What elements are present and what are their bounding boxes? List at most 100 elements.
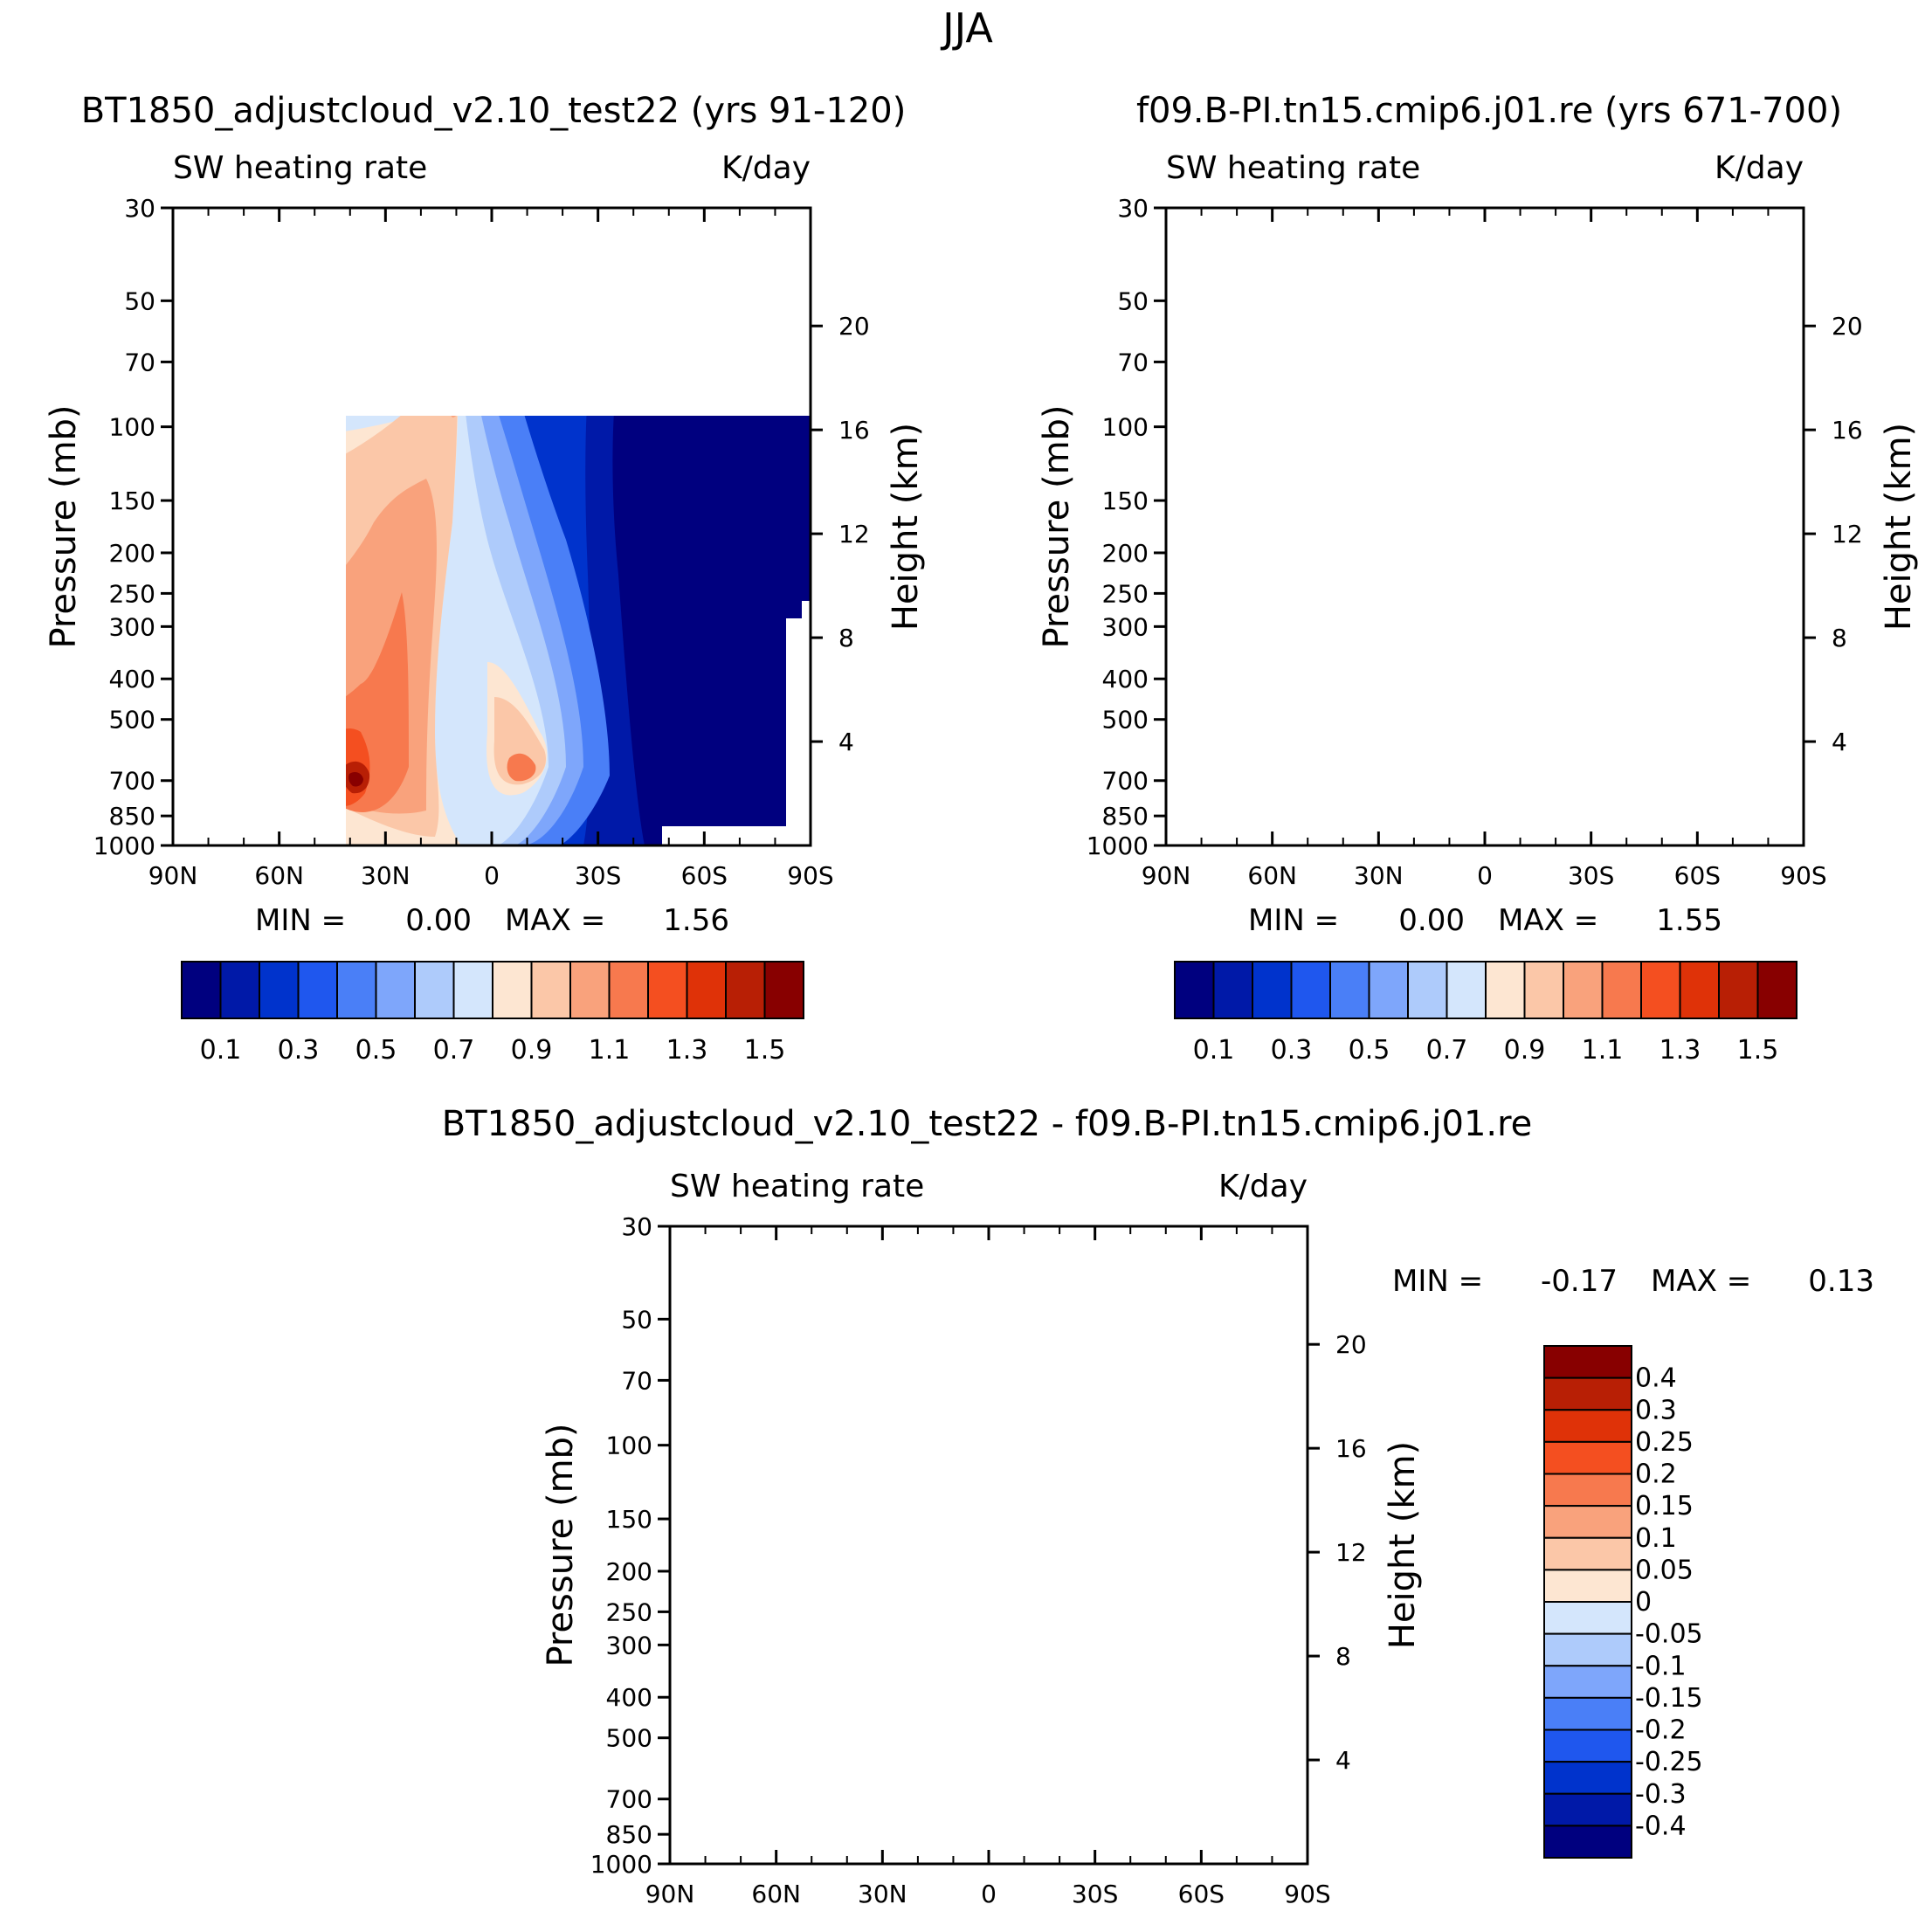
x-tick-label: 0 [484,861,500,890]
field-band-3 [1166,208,1655,279]
y-tick-label: 150 [606,1505,652,1534]
y2-tick-label: 8 [1335,1642,1351,1671]
colorbar-tick-label: 1.3 [1659,1035,1701,1066]
y-tick-label: 30 [621,1212,652,1241]
y2-tick-label: 8 [838,624,854,652]
colorbar-tick-label: 0.15 [1635,1491,1694,1521]
colorbar-swatch [1543,1696,1632,1731]
colorbar-tick-label: 0.25 [1635,1427,1694,1458]
colorbar-swatch [1543,1536,1632,1571]
field-pos-eq [973,1382,1006,1481]
y2-tick-label: 8 [1832,624,1847,652]
y-tick-label: 500 [1102,706,1149,735]
field-band-13-north [242,735,265,762]
y-tick-label: 200 [606,1557,652,1586]
colorbar-swatch [1174,961,1215,1019]
colorbar-tick-label: 0.9 [1504,1035,1546,1066]
panel-left-colorbar: 0.1 0.3 0.5 0.7 0.9 1.1 1.3 1.5 [181,961,804,1066]
field-band-13 [1316,733,1362,806]
y-axis-title: Pressure (mb) [1037,404,1077,648]
colorbar-tick-label: 1.1 [589,1035,631,1066]
field-top-orange-strip [173,220,365,229]
colorbar-swatch [1679,961,1720,1019]
y-tick-label: 700 [606,1785,652,1814]
x-tick-label: 60S [1178,1880,1225,1908]
field-pos-sh-3 [1243,1294,1273,1445]
y-tick-label: 500 [109,706,155,735]
y-tick-label: 700 [109,767,155,796]
colorbar-swatch [725,961,766,1019]
field-band-12-south [1501,758,1529,782]
colorbar-tick-label: 1.5 [1737,1035,1779,1066]
colorbar-swatch [1543,1792,1632,1827]
panel-right-min-label: MIN = [1248,903,1339,938]
y-tick-label: 400 [1102,665,1149,693]
colorbar-tick-label: 0.7 [1426,1035,1468,1066]
figure-title: JJA [940,4,993,52]
colorbar-swatch [1543,1825,1632,1859]
x-tick-label: 30S [575,861,621,890]
y2-tick-label: 16 [1832,416,1863,445]
colorbar-tick-label: 0.2 [1635,1459,1677,1490]
colorbar-swatch [1523,961,1564,1019]
field-band-5 [1166,286,1603,845]
field-neg-core [934,1331,956,1360]
panel-left-field [173,208,811,845]
field-band-11 [1262,487,1430,813]
panel-right-case-title: f09.B-PI.tn15.cmip6.j01.re (yrs 671-700) [1136,91,1842,131]
colorbar-swatch [181,961,222,1019]
field-band-9 [1166,321,1454,845]
field-band-6 [1166,304,1577,845]
field-band-15 [348,772,363,787]
field-masked-corner [1655,601,1804,845]
x-tick-label: 90S [787,861,833,890]
colorbar-tick-label: 0.3 [278,1035,320,1066]
colorbar-swatch [1543,1345,1632,1379]
panel-diff-variable: SW heating rate [670,1169,924,1204]
colorbar-swatch [530,961,571,1019]
field-neg-upper-left [680,1238,762,1286]
colorbar-swatch [259,961,300,1019]
panel-right-units: K/day [1715,150,1804,186]
y-tick-label: 50 [1117,286,1149,315]
y-tick-label: 500 [606,1724,652,1753]
colorbar-frame [181,961,804,1019]
colorbar-tick-label: 0.1 [1635,1523,1677,1554]
field-top-red-strip [173,208,295,220]
colorbar-tick-label: 1.3 [666,1035,708,1066]
colorbar-frame [1174,961,1797,1019]
y-axis-title: Pressure (mb) [44,404,84,648]
panel-right-max-label: MAX = [1498,903,1598,938]
colorbar-swatch [297,961,338,1019]
colorbar-tick-label: 0.9 [511,1035,553,1066]
colorbar-swatch [1543,1728,1632,1763]
field-masked-corner [662,601,811,845]
colorbar-swatch [1543,1665,1632,1699]
field-band-14 [1331,762,1358,793]
panel-left: BT1850_adjustcloud_v2.10_test22 (yrs 91-… [44,91,926,1066]
colorbar-tick-label: -0.1 [1635,1651,1687,1681]
field-band-9-south [1480,662,1540,795]
colorbar-tick-label: -0.25 [1635,1747,1703,1777]
field-pos-dot-1 [840,1764,853,1786]
field-pos-dot-2 [923,1764,936,1786]
y-tick-label: 70 [621,1366,652,1395]
panel-right-field [1166,208,1804,845]
y-tick-label: 850 [606,1820,652,1849]
colorbar-swatch [1543,1569,1632,1603]
x-tick-label: 60N [1247,861,1297,890]
panel-diff-case-title: BT1850_adjustcloud_v2.10_test22 - f09.B-… [442,1104,1533,1144]
colorbar-swatch [1543,1761,1632,1795]
colorbar-swatch [1543,1632,1632,1667]
y2-tick-label: 4 [838,728,854,756]
panel-left-units: K/day [721,150,811,186]
panel-right-max-value: 1.55 [1656,903,1722,938]
y-tick-label: 50 [124,286,155,315]
field-pos-nh-2 [808,1661,845,1838]
panel-right-colorbar: 0.1 0.3 0.5 0.7 0.9 1.1 1.3 1.5 [1174,961,1797,1066]
y-tick-label: 100 [606,1432,652,1460]
field-band-10 [1192,321,1451,837]
y2-axis-title: Height (km) [1879,423,1919,631]
x-tick-label: 30N [1354,861,1404,890]
colorbar-tick-label: 1.1 [1582,1035,1624,1066]
